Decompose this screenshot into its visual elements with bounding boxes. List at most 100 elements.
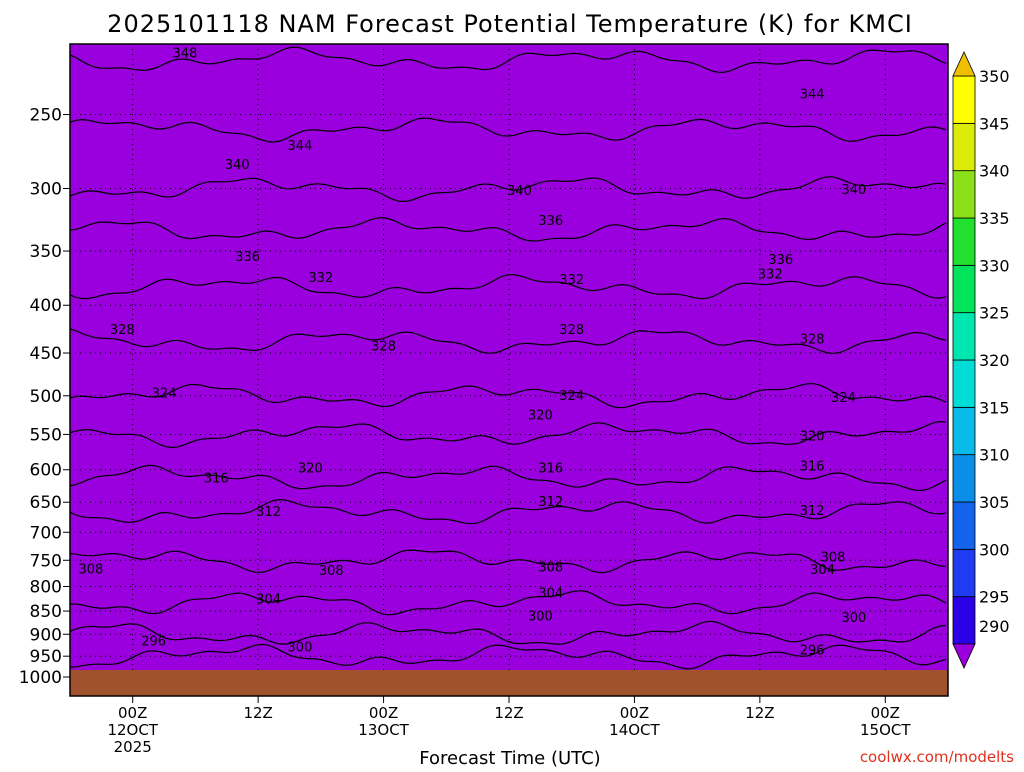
credit-text: coolwx.com/modelts (860, 748, 1014, 766)
colorbar-segment-330 (952, 217, 976, 266)
contour-label-336-6: 336 (235, 250, 260, 265)
contour-label-300-35: 300 (528, 610, 553, 625)
colorbar-extend-high (952, 51, 976, 77)
contour-label-316-22: 316 (204, 471, 229, 486)
y-tick-label-1000: 1000 (19, 668, 62, 688)
contour-label-328-12: 328 (110, 323, 135, 338)
x-tick-label-30-0: 00Z (369, 704, 398, 722)
contour-label-344-2: 344 (800, 88, 825, 103)
contour-label-336-8: 336 (768, 253, 793, 268)
contour-328 (69, 328, 947, 355)
y-tick-label-900: 900 (30, 625, 62, 645)
colorbar-label-300: 300 (979, 540, 1010, 559)
colorbar: 290 295 300 305 310 315 320 325 330 335 340 345 350 (952, 51, 1010, 669)
contour-340 (69, 176, 947, 202)
y-tick-label-500: 500 (30, 387, 62, 407)
y-tick-label-250: 250 (30, 106, 62, 126)
colorbar-label-310: 310 (979, 446, 1010, 465)
colorbar-label-350: 350 (979, 67, 1010, 86)
contour-label-328-13: 328 (371, 340, 396, 355)
contour-label-320-20: 320 (800, 430, 825, 445)
contour-label-304-32: 304 (810, 563, 835, 578)
colorbar-segment-345 (952, 75, 976, 124)
contour-344 (69, 117, 947, 143)
contour-label-308-28: 308 (78, 562, 103, 577)
contour-300 (69, 620, 947, 645)
x-tick-label-54-0: 00Z (620, 704, 649, 722)
colorbar-label-295: 295 (979, 588, 1010, 607)
y-axis: 250 300 350 400 450 500 550 600 650 700 750 800 850 9… (19, 106, 70, 688)
colorbar-segment-295 (952, 548, 976, 598)
contour-308 (69, 549, 947, 574)
y-tick-label-600: 600 (30, 461, 62, 481)
chart-title: 2025101118 NAM Forecast Potential Temper… (107, 10, 913, 38)
contour-label-320-21: 320 (298, 461, 323, 476)
contour-label-328-14: 328 (559, 323, 584, 338)
contour-label-348-0: 348 (173, 46, 198, 61)
contour-label-304-33: 304 (256, 592, 281, 607)
y-tick-label-950: 950 (30, 647, 62, 667)
colorbar-label-335: 335 (979, 209, 1010, 228)
colorbar-label-325: 325 (979, 304, 1010, 323)
contour-348 (69, 46, 947, 73)
x-tick-label-6-1: 12OCT (107, 721, 158, 739)
x-tick-label-18-0: 12Z (243, 704, 272, 722)
colorbar-label-320: 320 (979, 351, 1010, 370)
x-tick-label-66-0: 12Z (745, 704, 774, 722)
contour-316 (69, 464, 947, 492)
y-tick-label-300: 300 (30, 180, 62, 200)
colorbar-segment-320 (952, 312, 976, 361)
colorbar-segment-315 (952, 359, 976, 408)
ground-surface (70, 670, 948, 696)
contour-label-296-39: 296 (800, 644, 825, 659)
contour-label-304-34: 304 (538, 587, 563, 602)
x-tick-label-6-2: 2025 (114, 738, 152, 756)
x-tick-label-30-1: 13OCT (358, 721, 409, 739)
contour-label-332-11: 332 (758, 268, 783, 283)
colorbar-label-345: 345 (979, 114, 1010, 133)
colorbar-segment-325 (952, 264, 976, 314)
y-tick-label-750: 750 (30, 551, 62, 571)
contour-label-332-9: 332 (308, 271, 333, 286)
contour-332 (69, 273, 947, 300)
contour-label-300-36: 300 (842, 611, 867, 626)
colorbar-segment-305 (952, 454, 976, 503)
y-tick-label-700: 700 (30, 523, 62, 543)
contour-label-312-26: 312 (538, 495, 563, 510)
contour-label-308-31: 308 (821, 551, 846, 566)
contour-label-328-15: 328 (800, 332, 825, 347)
contour-label-332-10: 332 (559, 273, 584, 288)
contour-label-324-16: 324 (152, 386, 177, 401)
y-tick-label-450: 450 (30, 344, 62, 364)
contour-312 (69, 498, 947, 525)
x-tick-label-42-0: 12Z (494, 704, 523, 722)
contour-label-340-4: 340 (507, 184, 532, 199)
contour-label-312-27: 312 (800, 504, 825, 519)
contour-304 (69, 590, 947, 616)
contour-label-316-23: 316 (538, 461, 563, 476)
colorbar-segment-300 (952, 501, 976, 550)
x-tick-label-54-1: 14OCT (609, 721, 660, 739)
contour-320 (69, 420, 947, 449)
colorbar-extend-low (952, 643, 976, 669)
contour-label-308-30: 308 (538, 560, 563, 575)
y-tick-label-400: 400 (30, 296, 62, 316)
contour-label-324-18: 324 (831, 391, 856, 406)
x-tick-label-6-0: 00Z (118, 704, 147, 722)
colorbar-label-315: 315 (979, 398, 1010, 417)
colorbar-segment-290 (952, 596, 976, 645)
x-axis-label: Forecast Time (UTC) (419, 748, 600, 768)
colorbar-label-305: 305 (979, 493, 1010, 512)
contour-336 (69, 216, 947, 242)
contour-label-336-7: 336 (538, 214, 563, 229)
colorbar-segment-335 (952, 170, 976, 219)
y-tick-label-350: 350 (30, 242, 62, 262)
x-tick-label-78-1: 15OCT (860, 721, 911, 739)
contour-label-340-3: 340 (225, 158, 250, 173)
contour-label-320-19: 320 (528, 409, 553, 424)
colorbar-segment-340 (952, 122, 976, 172)
y-tick-label-650: 650 (30, 493, 62, 513)
contour-label-300-37: 300 (288, 641, 313, 656)
